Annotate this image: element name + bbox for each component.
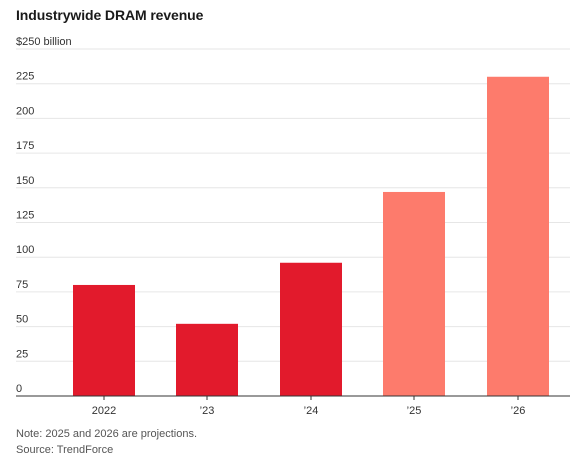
bar	[73, 284, 135, 396]
y-tick-label: 25	[16, 348, 28, 360]
y-tick-label: 50	[16, 314, 28, 326]
chart-title: Industrywide DRAM revenue	[16, 7, 204, 23]
x-tick-label: 2022	[92, 405, 116, 417]
bar	[383, 191, 445, 396]
y-tick-label: 75	[16, 279, 28, 291]
y-tick-label: 175	[16, 140, 34, 152]
bar	[487, 76, 549, 396]
x-tick-label: ’26	[511, 405, 526, 417]
y-tick-label: 0	[16, 383, 22, 395]
y-tick-label: 225	[16, 71, 34, 83]
y-tick-label: 200	[16, 105, 34, 117]
y-axis-tick-labels: $250 billion 225 200 175 150 125 100 75 50 25 0	[16, 36, 72, 395]
x-tick-label: ’25	[407, 405, 422, 417]
y-tick-label: $250 billion	[16, 36, 72, 48]
y-tick-label: 125	[16, 210, 34, 222]
source-note: Source: TrendForce	[16, 444, 114, 456]
y-tick-label: 100	[16, 244, 34, 256]
bar	[280, 262, 342, 396]
bar	[176, 323, 238, 396]
x-axis-tick-labels: 2022 ’23 ’24 ’25 ’26	[92, 396, 526, 417]
projection-note: Note: 2025 and 2026 are projections.	[16, 428, 198, 440]
bars	[73, 76, 549, 396]
x-tick-label: ’24	[304, 405, 319, 417]
x-tick-label: ’23	[200, 405, 215, 417]
y-tick-label: 150	[16, 175, 34, 187]
